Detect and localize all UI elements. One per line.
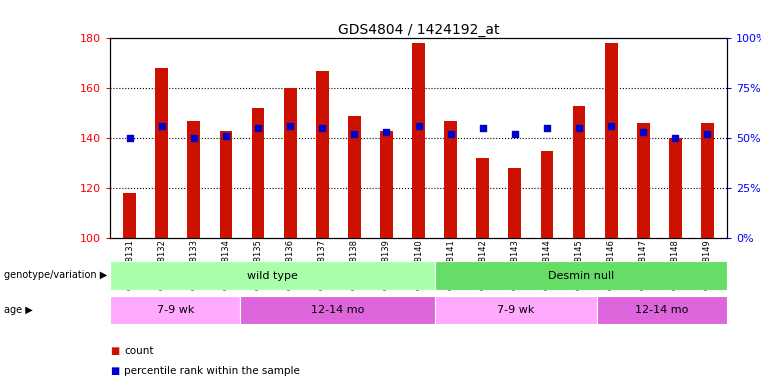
Text: 7-9 wk: 7-9 wk bbox=[157, 305, 194, 315]
Point bbox=[349, 131, 361, 137]
Text: ■: ■ bbox=[110, 346, 119, 356]
Bar bbox=[155, 68, 168, 238]
Point bbox=[252, 125, 264, 131]
Text: genotype/variation ▶: genotype/variation ▶ bbox=[4, 270, 107, 280]
Text: count: count bbox=[124, 346, 154, 356]
Point bbox=[476, 125, 489, 131]
Title: GDS4804 / 1424192_at: GDS4804 / 1424192_at bbox=[338, 23, 499, 37]
Point bbox=[412, 123, 425, 129]
Text: ■: ■ bbox=[110, 366, 119, 376]
Point bbox=[637, 129, 649, 135]
Text: 7-9 wk: 7-9 wk bbox=[497, 305, 534, 315]
Bar bbox=[597, 296, 727, 324]
Text: Desmin null: Desmin null bbox=[548, 270, 614, 281]
Point bbox=[670, 135, 682, 141]
Bar bbox=[219, 131, 232, 238]
Point bbox=[284, 123, 296, 129]
Bar bbox=[380, 131, 393, 238]
Bar bbox=[444, 121, 457, 238]
Point bbox=[380, 129, 393, 135]
Text: age ▶: age ▶ bbox=[4, 305, 33, 315]
Bar bbox=[348, 116, 361, 238]
Bar bbox=[110, 296, 240, 324]
Point bbox=[220, 133, 232, 139]
Bar bbox=[412, 43, 425, 238]
Bar bbox=[316, 71, 329, 238]
Bar bbox=[240, 296, 435, 324]
Bar bbox=[669, 138, 682, 238]
Point bbox=[444, 131, 457, 137]
Point bbox=[573, 125, 585, 131]
Text: percentile rank within the sample: percentile rank within the sample bbox=[124, 366, 300, 376]
Point bbox=[155, 123, 167, 129]
Point bbox=[702, 131, 714, 137]
Text: 12-14 mo: 12-14 mo bbox=[635, 305, 689, 315]
Bar bbox=[435, 296, 597, 324]
Text: wild type: wild type bbox=[247, 270, 298, 281]
Bar bbox=[605, 43, 618, 238]
Point bbox=[188, 135, 200, 141]
Point bbox=[509, 131, 521, 137]
Point bbox=[541, 125, 553, 131]
Bar bbox=[252, 108, 265, 238]
Bar bbox=[637, 123, 650, 238]
Point bbox=[316, 125, 328, 131]
Bar bbox=[187, 121, 200, 238]
Bar bbox=[123, 193, 136, 238]
Point bbox=[605, 123, 617, 129]
Text: 12-14 mo: 12-14 mo bbox=[310, 305, 364, 315]
Bar bbox=[284, 88, 297, 238]
Bar bbox=[435, 261, 727, 290]
Bar bbox=[573, 106, 585, 238]
Point bbox=[123, 135, 135, 141]
Bar bbox=[508, 168, 521, 238]
Bar bbox=[476, 158, 489, 238]
Bar bbox=[701, 123, 714, 238]
Bar bbox=[540, 151, 553, 238]
Bar bbox=[110, 261, 435, 290]
